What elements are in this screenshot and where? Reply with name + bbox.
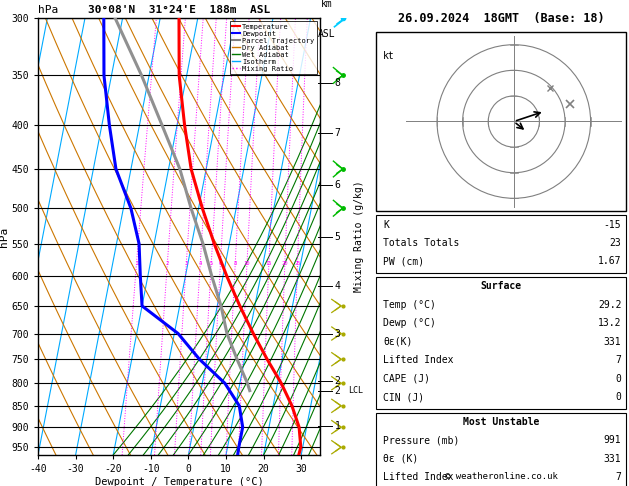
Text: 1.67: 1.67 [598, 257, 621, 266]
Text: 5: 5 [209, 261, 213, 266]
Text: kt: kt [383, 51, 395, 61]
Text: 0: 0 [615, 374, 621, 383]
Text: 6: 6 [219, 261, 222, 266]
Text: 6: 6 [335, 180, 340, 190]
Text: CAPE (J): CAPE (J) [383, 374, 430, 383]
Text: Temp (°C): Temp (°C) [383, 300, 436, 310]
Text: 331: 331 [604, 337, 621, 347]
Text: 2: 2 [335, 376, 340, 386]
Text: Mixing Ratio (g/kg): Mixing Ratio (g/kg) [354, 181, 364, 292]
Text: 23: 23 [610, 238, 621, 248]
X-axis label: Dewpoint / Temperature (°C): Dewpoint / Temperature (°C) [94, 477, 264, 486]
Text: 1: 1 [335, 421, 340, 431]
Text: Lifted Index: Lifted Index [383, 355, 454, 365]
Text: CIN (J): CIN (J) [383, 392, 425, 402]
Text: K: K [383, 220, 389, 229]
Text: ASL: ASL [318, 29, 335, 39]
Text: 3: 3 [185, 261, 188, 266]
Text: θε (K): θε (K) [383, 454, 418, 464]
Bar [376, 32, 626, 211]
Text: 4: 4 [199, 261, 202, 266]
Text: 15: 15 [265, 261, 272, 266]
Text: hPa: hPa [38, 5, 58, 15]
Text: 13.2: 13.2 [598, 318, 621, 328]
Text: Totals Totals: Totals Totals [383, 238, 460, 248]
Text: Most Unstable: Most Unstable [463, 417, 539, 427]
Text: 25: 25 [294, 261, 301, 266]
Text: 8: 8 [233, 261, 237, 266]
Text: Surface: Surface [481, 281, 521, 291]
Text: Dewp (°C): Dewp (°C) [383, 318, 436, 328]
Text: 7: 7 [335, 127, 340, 138]
Bar [376, 215, 626, 273]
Text: 1: 1 [135, 261, 138, 266]
Text: 8: 8 [335, 78, 340, 88]
Text: LCL: LCL [348, 386, 364, 395]
Text: 7: 7 [615, 355, 621, 365]
Text: 10: 10 [243, 261, 250, 266]
Bar [376, 277, 626, 409]
Text: © weatheronline.co.uk: © weatheronline.co.uk [445, 472, 557, 481]
Legend: Temperature, Dewpoint, Parcel Trajectory, Dry Adiabat, Wet Adiabat, Isotherm, Mi: Temperature, Dewpoint, Parcel Trajectory… [230, 21, 316, 74]
Text: 5: 5 [335, 232, 340, 242]
Text: km: km [320, 0, 332, 9]
Text: 3: 3 [335, 329, 340, 339]
Y-axis label: hPa: hPa [0, 226, 9, 246]
Text: Pressure (mb): Pressure (mb) [383, 435, 460, 445]
Text: 2: 2 [165, 261, 169, 266]
Bar [376, 413, 626, 486]
Text: 30°08'N  31°24'E  188m  ASL: 30°08'N 31°24'E 188m ASL [88, 5, 270, 15]
Text: 29.2: 29.2 [598, 300, 621, 310]
Text: PW (cm): PW (cm) [383, 257, 425, 266]
Text: 7: 7 [615, 472, 621, 482]
Text: Lifted Index: Lifted Index [383, 472, 454, 482]
Text: θε(K): θε(K) [383, 337, 413, 347]
Text: 4: 4 [335, 281, 340, 291]
Text: 26.09.2024  18GMT  (Base: 18): 26.09.2024 18GMT (Base: 18) [398, 12, 604, 25]
Text: 0: 0 [615, 392, 621, 402]
Text: -15: -15 [604, 220, 621, 229]
Text: 991: 991 [604, 435, 621, 445]
Text: 331: 331 [604, 454, 621, 464]
Text: 20: 20 [282, 261, 288, 266]
Text: 2: 2 [335, 385, 340, 396]
